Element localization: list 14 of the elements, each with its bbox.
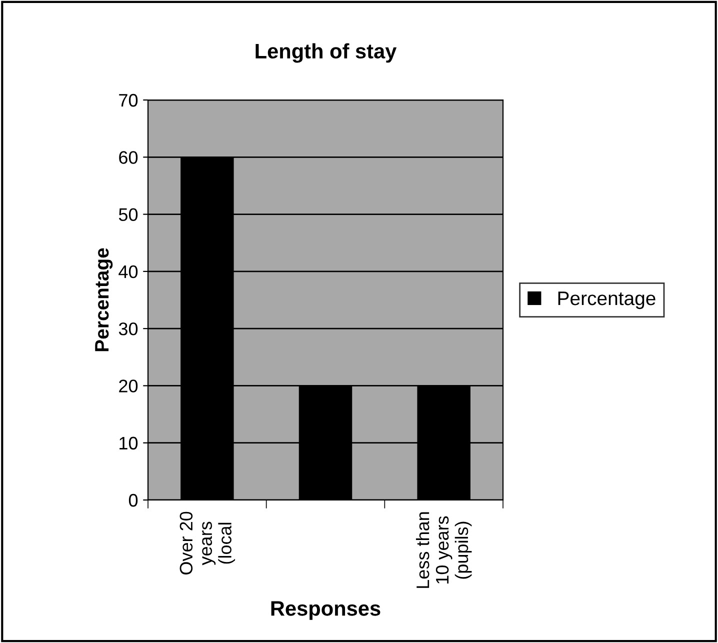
legend-label: Percentage bbox=[558, 292, 656, 310]
y-tick-label: 30 bbox=[118, 322, 138, 336]
chart-title: Length of stay bbox=[256, 43, 397, 63]
y-tick-label: 70 bbox=[119, 94, 138, 107]
y-tick-label: 0 bbox=[128, 494, 138, 507]
x-tick-label: Over 20 years (local bbox=[180, 512, 236, 574]
y-tick-label: 20 bbox=[119, 380, 138, 392]
y-tick-label: 40 bbox=[118, 265, 138, 278]
y-tick-label: 50 bbox=[118, 208, 138, 222]
y-tick-label: 60 bbox=[119, 151, 138, 164]
y-axis-title: Percentage bbox=[95, 248, 113, 352]
x-tick-label: Less than 10 years (pupils) bbox=[416, 512, 472, 588]
x-axis-title: Responses bbox=[271, 601, 380, 620]
y-tick-label: 10 bbox=[120, 436, 138, 450]
